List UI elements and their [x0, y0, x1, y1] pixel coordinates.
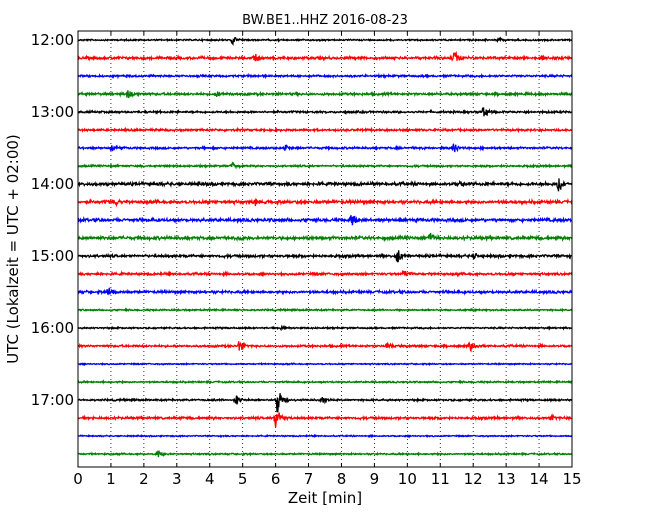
x-tick-label: 5 — [238, 470, 248, 488]
seismic-trace — [77, 232, 573, 243]
seismic-trace — [77, 161, 573, 170]
seismic-trace — [77, 270, 573, 278]
x-tick-label: 14 — [530, 470, 549, 488]
x-tick-label: 2 — [139, 470, 149, 488]
y-tick-label: 14:00 — [31, 175, 74, 193]
y-tick-label: 12:00 — [31, 31, 74, 49]
seismic-trace — [77, 341, 573, 353]
seismic-trace — [77, 72, 573, 80]
y-tick-label: 16:00 — [31, 319, 74, 337]
seismic-trace — [77, 197, 573, 208]
seismic-trace — [77, 143, 573, 153]
seismic-trace — [77, 412, 573, 428]
x-tick-label: 8 — [337, 470, 347, 488]
seismic-trace — [77, 450, 573, 458]
seismic-trace — [77, 307, 573, 313]
seismic-trace — [77, 324, 573, 332]
y-tick-label: 17:00 — [31, 391, 74, 409]
seismic-trace — [77, 287, 573, 296]
x-tick-label: 11 — [431, 470, 450, 488]
seismic-trace — [77, 50, 573, 63]
seismic-trace — [77, 361, 573, 367]
y-axis-label: UTC (Lokalzeit = UTC + 02:00) — [4, 134, 22, 364]
seismic-trace — [77, 90, 573, 99]
x-tick-label: 7 — [304, 470, 314, 488]
trace-layer — [77, 36, 573, 458]
y-tick-label: 15:00 — [31, 247, 74, 265]
seismic-trace — [77, 250, 573, 263]
x-tick-label: 0 — [73, 470, 83, 488]
x-tick-label: 12 — [464, 470, 483, 488]
axis-layer: 0 1 2 3 4 5 6 7 8 9 10 11 12 13 14 1512:0013:0014:0015:… — [31, 31, 582, 488]
x-tick-label: 13 — [497, 470, 516, 488]
x-tick-label: 6 — [271, 470, 281, 488]
grid-layer — [110, 31, 540, 467]
x-tick-label: 3 — [172, 470, 182, 488]
x-tick-label: 9 — [370, 470, 380, 488]
plot-frame — [77, 30, 573, 468]
x-axis-label: Zeit [min] — [288, 489, 362, 507]
seismic-trace — [77, 393, 573, 413]
seismic-trace — [77, 178, 573, 192]
seismic-trace — [77, 36, 573, 47]
seismic-trace — [77, 126, 573, 134]
x-tick-label: 15 — [562, 470, 581, 488]
seismic-trace — [77, 433, 573, 439]
x-tick-label: 4 — [205, 470, 215, 488]
seismic-trace — [77, 107, 573, 117]
y-tick-label: 13:00 — [31, 103, 74, 121]
x-tick-label: 1 — [106, 470, 116, 488]
seismic-trace — [77, 379, 573, 385]
chart-title: BW.BE1..HHZ 2016-08-23 — [242, 13, 408, 28]
x-tick-label: 10 — [398, 470, 417, 488]
seismic-trace — [77, 214, 573, 226]
